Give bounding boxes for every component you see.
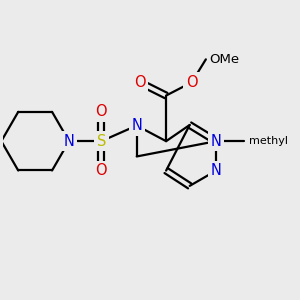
Text: N: N xyxy=(64,134,74,149)
Text: N: N xyxy=(211,163,222,178)
Text: O: O xyxy=(186,75,197,90)
Text: S: S xyxy=(97,134,106,149)
Text: OMe: OMe xyxy=(209,53,239,66)
Text: N: N xyxy=(131,118,142,133)
Text: N: N xyxy=(211,134,222,149)
Text: O: O xyxy=(96,163,107,178)
Text: methyl: methyl xyxy=(248,136,287,146)
Text: O: O xyxy=(96,104,107,119)
Text: O: O xyxy=(134,75,146,90)
